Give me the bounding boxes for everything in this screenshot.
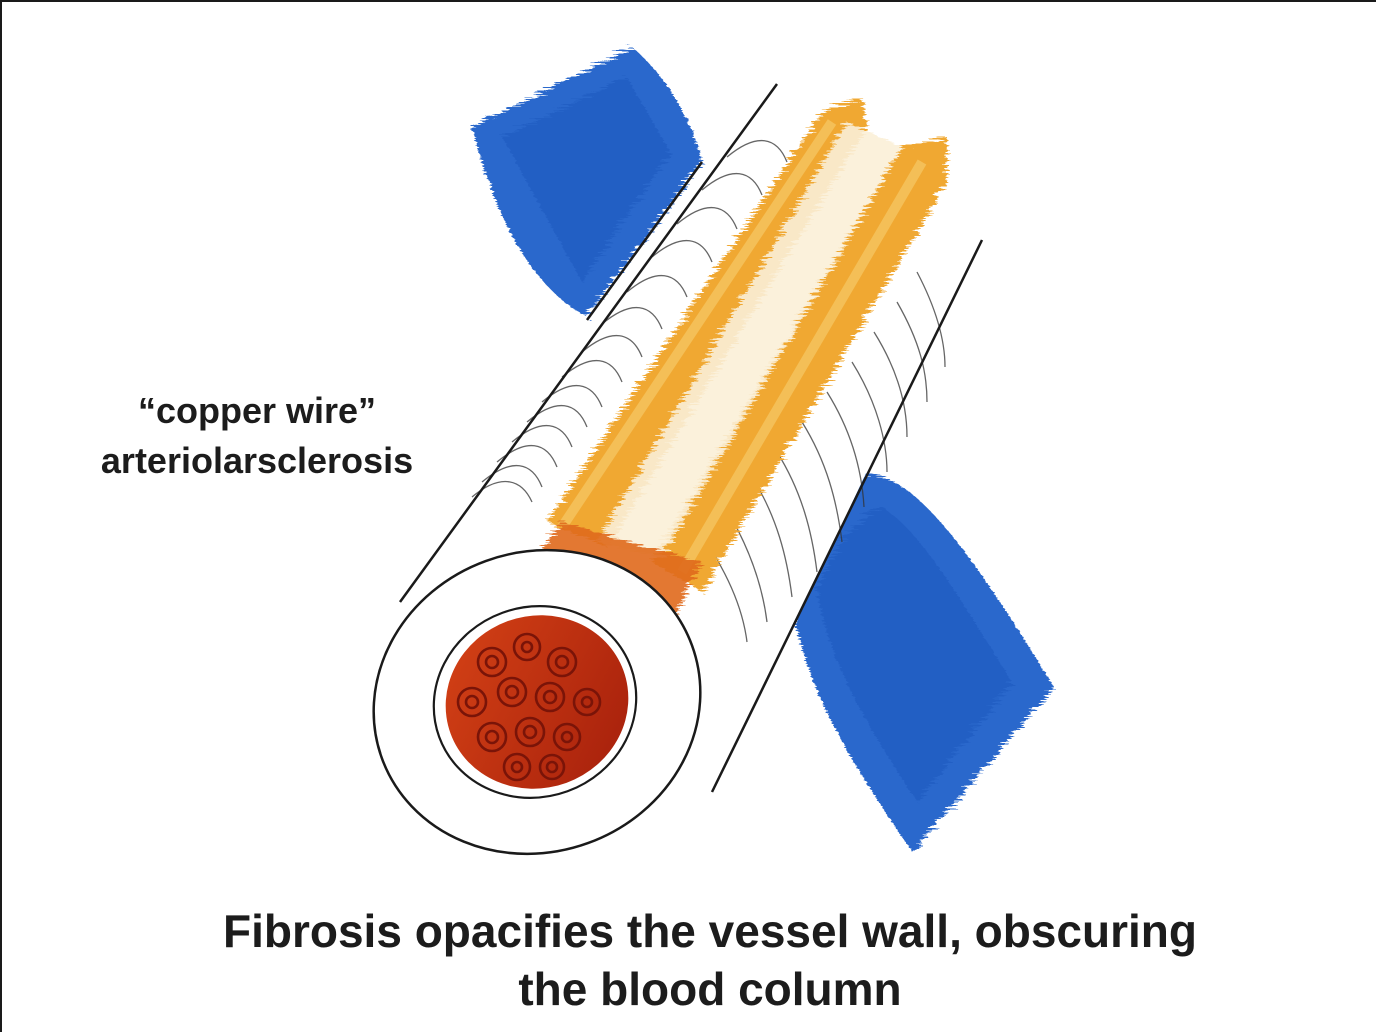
slide-caption-line2: the blood column	[518, 963, 902, 1015]
red-blood-cell	[456, 632, 602, 782]
slide-caption: Fibrosis opacifies the vessel wall, obsc…	[62, 902, 1358, 1018]
vein-segment-top	[472, 47, 702, 317]
copper-wire-label-line1: “copper wire”	[137, 390, 377, 431]
copper-wire-label-line2: arteriolarsclerosis	[100, 440, 414, 481]
fibrosis-bands	[547, 97, 947, 592]
copper-wire-label: “copper wire” arteriolarsclerosis	[42, 386, 472, 486]
tube-outline	[398, 83, 984, 793]
slide-caption-line1: Fibrosis opacifies the vessel wall, obsc…	[223, 905, 1197, 957]
vein-segment-bottom	[787, 474, 1054, 852]
blood-column	[445, 615, 629, 789]
